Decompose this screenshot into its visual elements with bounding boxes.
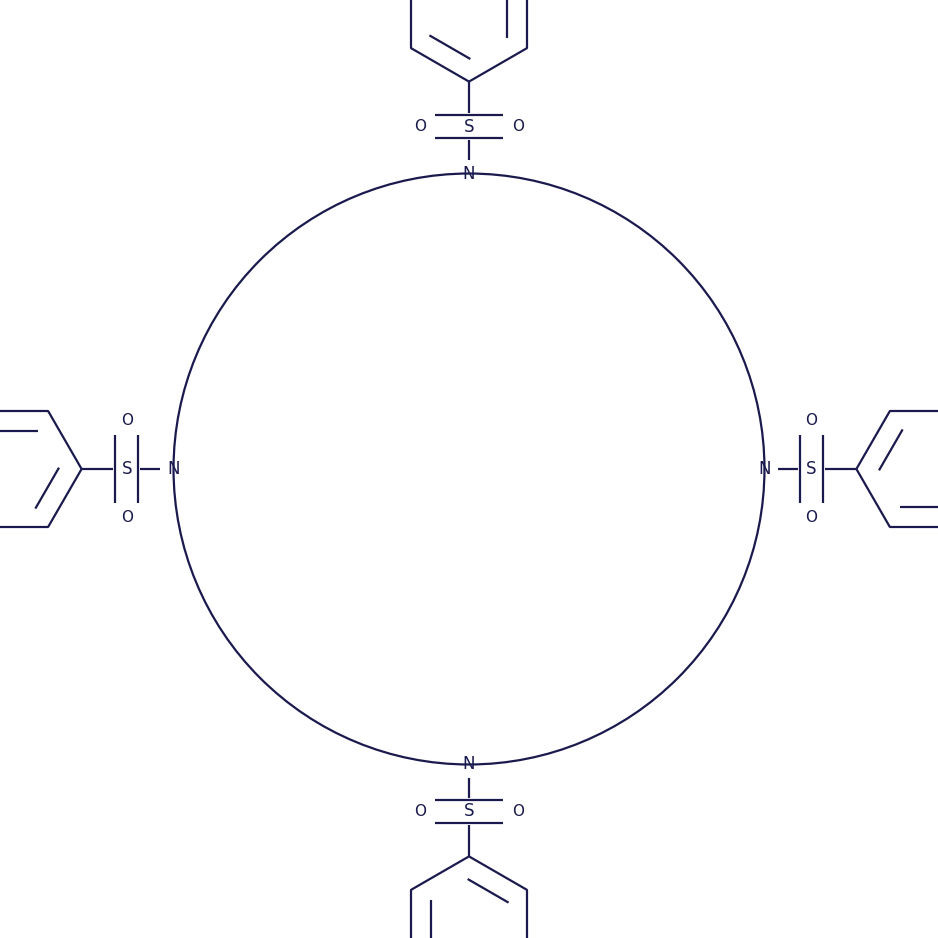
Text: O: O <box>415 119 426 134</box>
Text: S: S <box>121 460 132 478</box>
Text: O: O <box>121 413 132 428</box>
Text: S: S <box>463 802 475 821</box>
Text: S: S <box>463 117 475 136</box>
Text: N: N <box>462 164 476 183</box>
Text: O: O <box>415 804 426 819</box>
Text: S: S <box>806 460 817 478</box>
Text: O: O <box>806 413 817 428</box>
Text: O: O <box>512 804 523 819</box>
Text: N: N <box>167 460 180 478</box>
Text: O: O <box>121 510 132 525</box>
Text: N: N <box>758 460 771 478</box>
Text: N: N <box>462 755 476 774</box>
Text: O: O <box>512 119 523 134</box>
Text: O: O <box>806 510 817 525</box>
